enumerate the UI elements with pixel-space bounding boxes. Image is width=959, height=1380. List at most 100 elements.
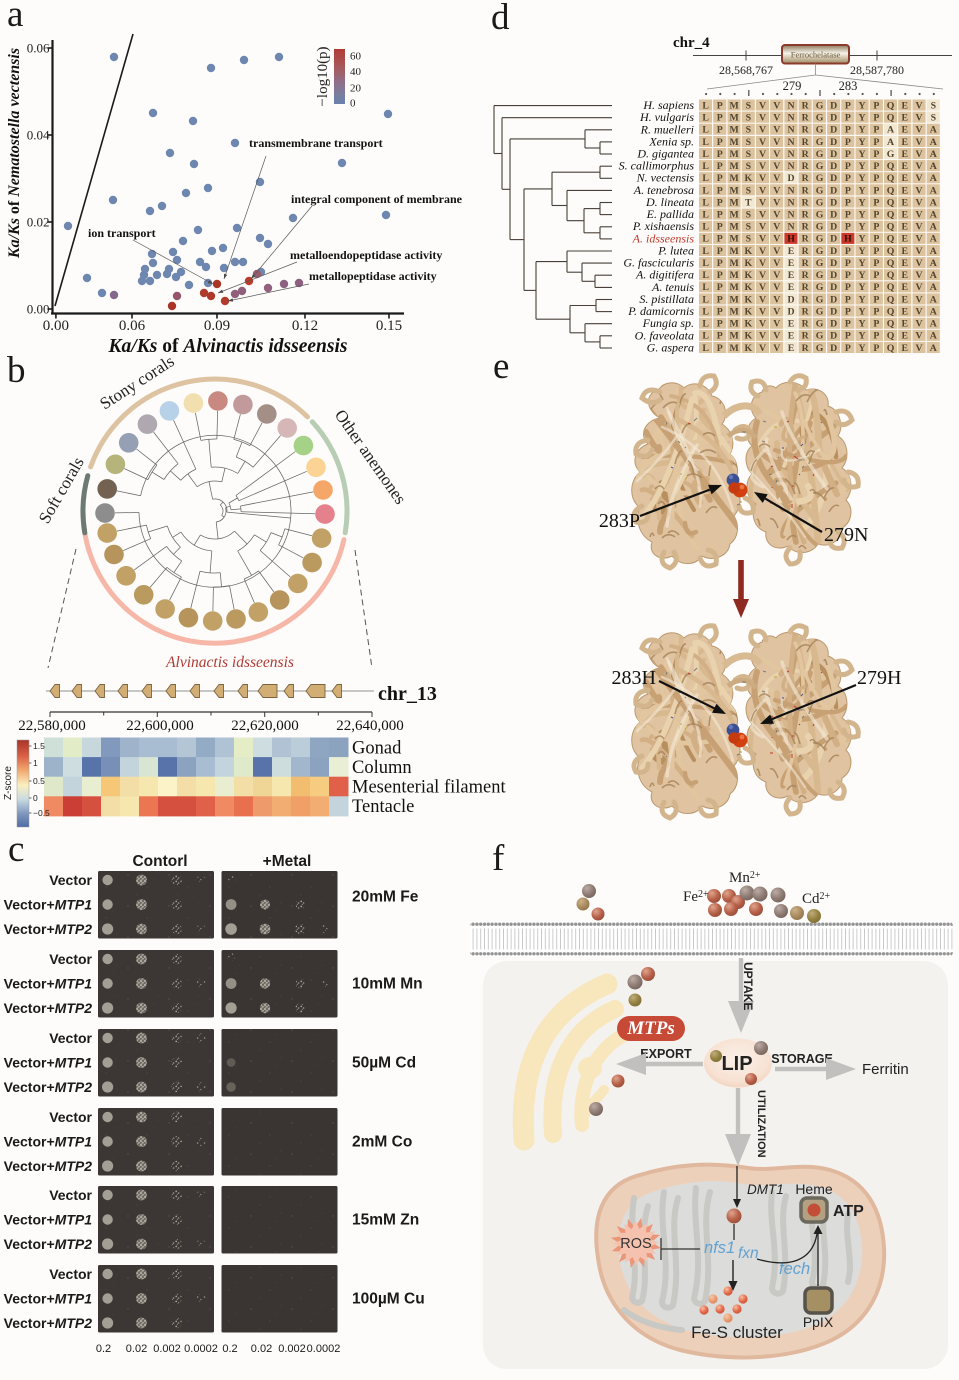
svg-text:S: S	[931, 100, 937, 111]
svg-text:M: M	[729, 100, 738, 111]
svg-text:Y: Y	[859, 100, 866, 111]
svg-text:R: R	[802, 258, 810, 269]
svg-text:40: 40	[350, 66, 362, 78]
svg-text:H: H	[844, 234, 852, 245]
svg-text:E: E	[902, 246, 909, 257]
svg-text:0.06: 0.06	[119, 318, 146, 334]
svg-text:P: P	[873, 125, 879, 136]
svg-text:V: V	[916, 125, 923, 136]
svg-text:D: D	[787, 173, 794, 184]
svg-text:Y: Y	[859, 343, 866, 354]
svg-text:0.02: 0.02	[251, 1343, 272, 1355]
svg-text:0.12: 0.12	[292, 318, 318, 334]
svg-text:A: A	[930, 234, 937, 245]
svg-text:0.2: 0.2	[222, 1343, 237, 1355]
svg-text:G: G	[816, 125, 824, 136]
svg-text:G: G	[816, 113, 824, 124]
svg-text:P: P	[717, 197, 723, 208]
svg-text:E: E	[902, 173, 909, 184]
svg-text:P: P	[873, 234, 879, 245]
svg-text:V: V	[759, 294, 766, 305]
svg-text:L: L	[702, 173, 709, 184]
svg-text:V: V	[759, 331, 766, 342]
svg-text:chr_4: chr_4	[673, 35, 710, 51]
svg-text:A: A	[930, 161, 937, 172]
svg-text:P: P	[873, 100, 879, 111]
svg-text:P: P	[717, 246, 723, 257]
svg-text:M: M	[729, 137, 738, 148]
svg-text:K: K	[744, 307, 752, 318]
svg-text:V: V	[916, 197, 923, 208]
svg-text:0.02: 0.02	[126, 1343, 147, 1355]
svg-text:283P: 283P	[599, 510, 640, 532]
svg-text:E: E	[902, 149, 909, 160]
svg-text:Cd2+: Cd2+	[802, 891, 831, 907]
svg-text:V: V	[916, 149, 923, 160]
svg-text:V: V	[773, 282, 780, 293]
svg-text:P: P	[845, 319, 851, 330]
svg-text:Vector+MTP2: Vector+MTP2	[4, 1000, 93, 1016]
svg-text:N: N	[787, 125, 794, 136]
svg-text:M: M	[729, 331, 738, 342]
svg-text:nfs1: nfs1	[704, 1239, 735, 1257]
svg-text:R: R	[802, 210, 810, 221]
svg-text:60: 60	[350, 51, 362, 63]
svg-text:Fe-S cluster: Fe-S cluster	[691, 1323, 783, 1342]
svg-text:E: E	[902, 197, 909, 208]
svg-text:UPTAKE: UPTAKE	[741, 962, 755, 1010]
svg-text:G: G	[816, 294, 824, 305]
svg-text:R: R	[802, 234, 810, 245]
svg-text:G: G	[816, 282, 824, 293]
svg-text:279: 279	[783, 79, 802, 93]
svg-text:V: V	[759, 246, 766, 257]
svg-text:L: L	[702, 161, 709, 172]
svg-text:V: V	[916, 282, 923, 293]
svg-text:D: D	[830, 343, 837, 354]
svg-text:E: E	[902, 113, 909, 124]
svg-text:Y: Y	[859, 319, 866, 330]
svg-text:Alvinactis idsseensis: Alvinactis idsseensis	[165, 654, 294, 671]
svg-text:Vector+MTP2: Vector+MTP2	[4, 1315, 93, 1331]
svg-text:P: P	[717, 319, 723, 330]
svg-text:G: G	[816, 137, 824, 148]
svg-text:Y: Y	[859, 222, 866, 233]
svg-text:50µM Cd: 50µM Cd	[352, 1055, 416, 1072]
svg-text:E: E	[788, 331, 795, 342]
svg-text:A: A	[930, 319, 937, 330]
svg-text:P: P	[717, 185, 723, 196]
svg-text:D. gigantea: D. gigantea	[636, 147, 694, 161]
svg-text:Vector+MTP2: Vector+MTP2	[4, 1079, 93, 1095]
svg-text:P: P	[873, 282, 879, 293]
svg-text:Vector+MTP1: Vector+MTP1	[4, 1212, 93, 1228]
svg-text:H: H	[787, 234, 795, 245]
svg-text:V: V	[916, 246, 923, 257]
svg-text:R: R	[802, 319, 810, 330]
svg-text:M: M	[729, 161, 738, 172]
svg-text:M: M	[729, 307, 738, 318]
svg-text:P: P	[845, 173, 851, 184]
svg-text:V: V	[916, 137, 923, 148]
svg-text:22,640,000: 22,640,000	[336, 718, 404, 734]
svg-text:P: P	[717, 100, 723, 111]
svg-text:A: A	[930, 294, 937, 305]
svg-text:A: A	[930, 343, 937, 354]
svg-text:R: R	[802, 331, 810, 342]
svg-text:V: V	[916, 343, 923, 354]
svg-text:metallopeptidase activity: metallopeptidase activity	[309, 269, 437, 283]
svg-text:V: V	[773, 331, 780, 342]
svg-text:K: K	[744, 270, 752, 281]
svg-text:P: P	[717, 210, 723, 221]
svg-text:Y: Y	[859, 197, 866, 208]
svg-text:V: V	[759, 113, 766, 124]
svg-text:Q: Q	[887, 331, 895, 342]
svg-text:E: E	[902, 331, 909, 342]
svg-text:P: P	[873, 294, 879, 305]
svg-text:V: V	[916, 222, 923, 233]
svg-text:V: V	[916, 173, 923, 184]
svg-text:Vector+MTP1: Vector+MTP1	[4, 1055, 93, 1071]
svg-text:R: R	[802, 185, 810, 196]
svg-text:G: G	[816, 270, 824, 281]
svg-text:V: V	[773, 161, 780, 172]
svg-text:P: P	[717, 234, 723, 245]
svg-text:1: 1	[33, 758, 38, 768]
